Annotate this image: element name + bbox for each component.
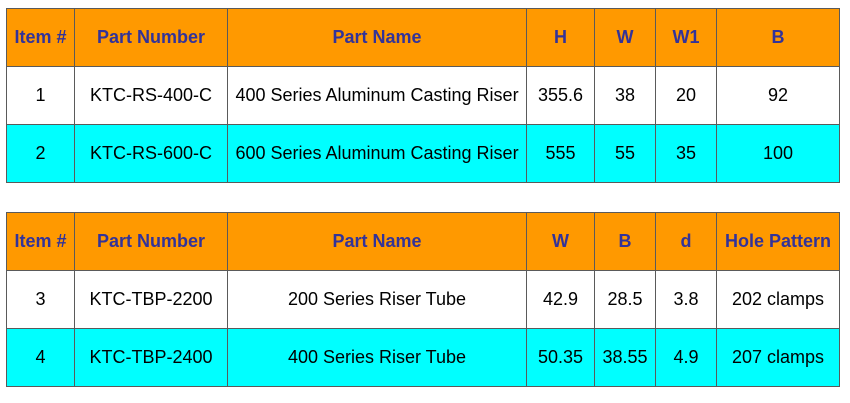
header-d: d — [655, 212, 717, 271]
cell-item-number: 1 — [6, 66, 75, 125]
cell-w: 42.9 — [526, 270, 595, 329]
header-w: W — [526, 212, 595, 271]
header-item-number: Item # — [6, 212, 75, 271]
table-row: 1 KTC-RS-400-C 400 Series Aluminum Casti… — [6, 66, 840, 125]
cell-w: 38 — [594, 66, 656, 125]
header-hole-pattern: Hole Pattern — [716, 212, 840, 271]
cell-part-name: 400 Series Riser Tube — [227, 328, 527, 387]
header-part-name: Part Name — [227, 212, 527, 271]
cell-b: 92 — [716, 66, 840, 125]
table-row: 2 KTC-RS-600-C 600 Series Aluminum Casti… — [6, 124, 840, 183]
table-header-row: Item # Part Number Part Name W B d Hole … — [6, 212, 840, 271]
header-b: B — [716, 8, 840, 67]
cell-item-number: 2 — [6, 124, 75, 183]
table-header-row: Item # Part Number Part Name H W W1 B — [6, 8, 840, 67]
header-w: W — [594, 8, 656, 67]
header-w1: W1 — [655, 8, 717, 67]
cell-d: 4.9 — [655, 328, 717, 387]
header-part-number: Part Number — [74, 8, 228, 67]
header-part-name: Part Name — [227, 8, 527, 67]
cell-part-name: 600 Series Aluminum Casting Riser — [227, 124, 527, 183]
cell-hole-pattern: 202 clamps — [716, 270, 840, 329]
table-row: 4 KTC-TBP-2400 400 Series Riser Tube 50.… — [6, 328, 840, 387]
header-part-number: Part Number — [74, 212, 228, 271]
cell-b: 28.5 — [594, 270, 656, 329]
cell-part-number: KTC-TBP-2200 — [74, 270, 228, 329]
table-row: 3 KTC-TBP-2200 200 Series Riser Tube 42.… — [6, 270, 840, 329]
header-item-number: Item # — [6, 8, 75, 67]
cell-part-number: KTC-RS-600-C — [74, 124, 228, 183]
cell-b: 38.55 — [594, 328, 656, 387]
cell-part-name: 200 Series Riser Tube — [227, 270, 527, 329]
cell-w: 50.35 — [526, 328, 595, 387]
cell-w1: 35 — [655, 124, 717, 183]
cell-part-number: KTC-TBP-2400 — [74, 328, 228, 387]
cell-h: 355.6 — [526, 66, 595, 125]
header-b: B — [594, 212, 656, 271]
header-h: H — [526, 8, 595, 67]
cell-d: 3.8 — [655, 270, 717, 329]
cell-part-name: 400 Series Aluminum Casting Riser — [227, 66, 527, 125]
cell-b: 100 — [716, 124, 840, 183]
riser-spec-table: Item # Part Number Part Name H W W1 B 1 … — [6, 8, 840, 183]
cell-w1: 20 — [655, 66, 717, 125]
cell-item-number: 3 — [6, 270, 75, 329]
riser-tube-spec-table: Item # Part Number Part Name W B d Hole … — [6, 212, 840, 387]
cell-h: 555 — [526, 124, 595, 183]
cell-part-number: KTC-RS-400-C — [74, 66, 228, 125]
cell-item-number: 4 — [6, 328, 75, 387]
cell-w: 55 — [594, 124, 656, 183]
cell-hole-pattern: 207 clamps — [716, 328, 840, 387]
